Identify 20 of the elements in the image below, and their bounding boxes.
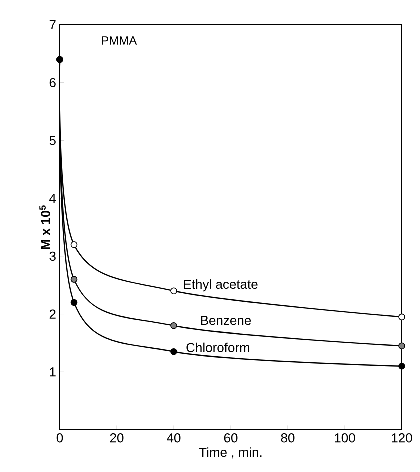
- x-tick-label: 120: [392, 434, 412, 443]
- x-tick-label: 20: [110, 434, 124, 443]
- x-tick-label: 60: [224, 434, 238, 443]
- x-axis-title: Time , min.: [199, 448, 262, 459]
- y-axis-title: M x 10$^{5}$: [40, 206, 50, 250]
- annotation: PMMA: [102, 36, 138, 45]
- series-label: Ethyl acetate: [184, 280, 258, 292]
- series-label: Benzene: [201, 316, 252, 326]
- y-tick-label: 7: [50, 20, 56, 30]
- y-tick-label: 6: [50, 78, 56, 88]
- y-tick-label: 4: [50, 194, 56, 204]
- x-tick-label: 80: [281, 434, 295, 443]
- y-tick-label: 3: [50, 252, 56, 262]
- series-label: Chloroform: [186, 342, 250, 352]
- y-tick-label: 2: [50, 310, 56, 319]
- x-tick-label: 100: [335, 434, 356, 443]
- x-tick-label: 40: [167, 434, 181, 443]
- y-tick-label: 5: [50, 136, 56, 146]
- x-tick-label: 0: [56, 434, 64, 443]
- y-tick-label: 1: [50, 368, 56, 377]
